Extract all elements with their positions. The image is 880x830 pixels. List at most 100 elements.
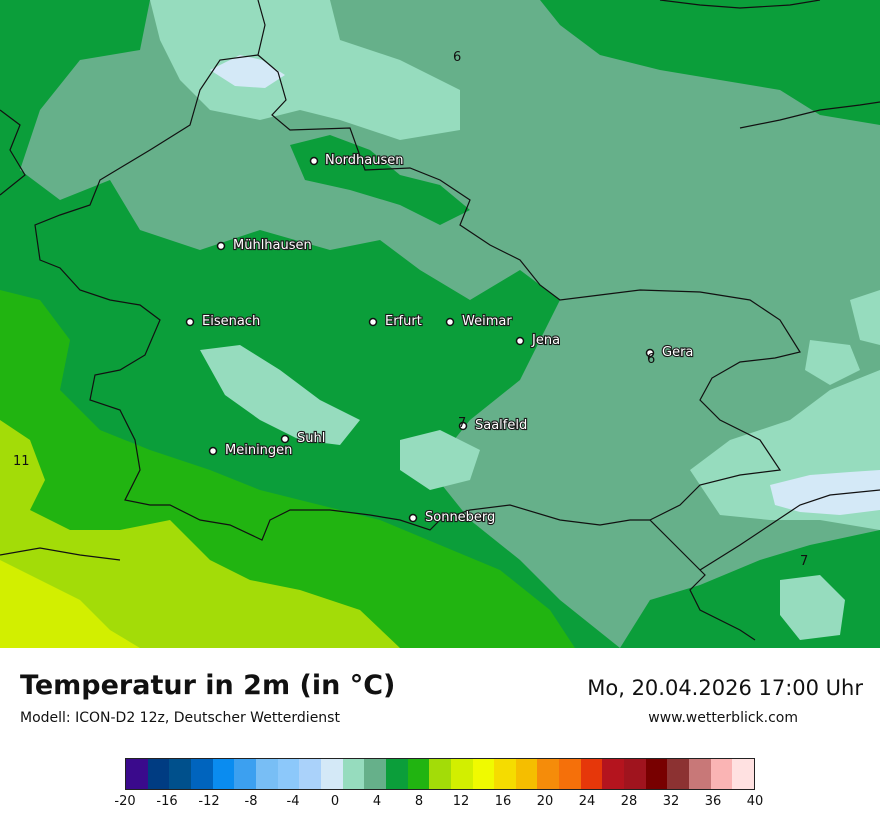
info-panel: Temperatur in 2m (in °C) Modell: ICON-D2… — [0, 648, 880, 830]
color-scale-cell — [515, 759, 538, 789]
city-dot-erfurt — [368, 317, 378, 327]
city-dot-eisenach — [185, 317, 195, 327]
isoline-label: 6 — [647, 352, 655, 367]
temperature-field-6-8-nordhausen — [290, 135, 470, 225]
temperature-field-0-2-harz — [210, 55, 285, 88]
city-label-gera: Gera — [662, 345, 693, 360]
temperature-field-6-8-northeast — [540, 0, 880, 125]
color-scale-cell — [407, 759, 430, 789]
isoline-label: 11 — [13, 454, 30, 469]
color-scale-tick: -12 — [198, 794, 220, 809]
federal-border — [0, 109, 26, 196]
temperature-field-10-12 — [0, 420, 400, 648]
color-scale — [125, 758, 755, 790]
color-scale-cell — [494, 759, 516, 789]
city-dot-saalfeld — [458, 421, 468, 431]
color-scale-tick: 12 — [452, 794, 470, 809]
city-label-saalfeld: Saalfeld — [475, 418, 527, 433]
color-scale-cell — [255, 759, 278, 789]
color-scale-tick: 36 — [704, 794, 722, 809]
forecast-datetime: Mo, 20.04.2026 17:00 Uhr — [587, 676, 863, 700]
temperature-field-2-4-gera — [805, 340, 860, 385]
color-scale-cell — [537, 759, 560, 789]
website-label: www.wetterblick.com — [648, 710, 798, 726]
color-scale-tick: 24 — [578, 794, 596, 809]
color-scale-tick: 32 — [662, 794, 680, 809]
isoline-label: 6 — [453, 50, 461, 65]
color-scale-tick: 28 — [620, 794, 638, 809]
color-scale-cell — [212, 759, 235, 789]
color-scale-cell — [667, 759, 690, 789]
color-scale-cell — [147, 759, 170, 789]
color-scale-tick: -8 — [244, 794, 258, 809]
color-scale-tick: 4 — [372, 794, 382, 809]
color-scale-cell — [169, 759, 191, 789]
federal-border-southeast — [699, 489, 880, 571]
city-markers: Nordhausen Mühlhausen Eisenach Erfurt We… — [185, 152, 694, 526]
isoline-label: 7 — [458, 416, 466, 431]
city-dot-sonneberg — [408, 513, 418, 523]
temperature-map: Nordhausen Mühlhausen Eisenach Erfurt We… — [0, 0, 880, 648]
city-label-weimar: Weimar — [462, 314, 512, 329]
color-scale-tick: -20 — [114, 794, 136, 809]
color-scale-cell — [559, 759, 581, 789]
city-label-nordhausen: Nordhausen — [325, 153, 404, 168]
city-label-suhl: Suhl — [297, 431, 325, 446]
city-label-eisenach: Eisenach — [202, 314, 260, 329]
model-info: Modell: ICON-D2 12z, Deutscher Wetterdie… — [20, 710, 340, 726]
color-scale-tick: 8 — [414, 794, 424, 809]
color-scale-cell — [342, 759, 365, 789]
color-scale-cell — [580, 759, 603, 789]
color-scale-cell — [234, 759, 256, 789]
color-scale-cell — [645, 759, 668, 789]
city-dot-suhl — [280, 434, 290, 444]
color-scale-cell — [602, 759, 625, 789]
city-dot-gera — [645, 348, 655, 358]
color-scale-cell — [472, 759, 495, 789]
color-scale-tick: 20 — [536, 794, 554, 809]
temperature-field-2-4-saalfeld — [400, 430, 480, 490]
federal-border-south — [0, 547, 121, 561]
city-dot-nordhausen — [309, 156, 319, 166]
color-scale-tick: 16 — [494, 794, 512, 809]
city-dot-weimar — [445, 317, 455, 327]
city-label-jena: Jena — [531, 333, 560, 348]
city-label-muehlhausen: Mühlhausen — [233, 238, 312, 253]
color-scale-tick: 40 — [746, 794, 764, 809]
federal-border-northeast — [739, 101, 880, 129]
color-scale-cell — [364, 759, 386, 789]
color-scale-cell — [126, 759, 148, 789]
city-label-erfurt: Erfurt — [385, 314, 422, 329]
isoline-labels: 6 6 7 7 11 — [13, 50, 808, 569]
color-scale-cell — [277, 759, 300, 789]
city-dot-meiningen — [208, 446, 218, 456]
color-scale-cell — [624, 759, 646, 789]
color-scale-cell — [429, 759, 451, 789]
color-scale-cell — [710, 759, 733, 789]
color-scale-cell — [299, 759, 321, 789]
state-border-west — [34, 54, 650, 541]
temperature-field-2-4-northeast — [850, 290, 880, 345]
color-scale-cell — [320, 759, 343, 789]
color-scale-tick: -4 — [286, 794, 300, 809]
color-scale-ticks: -20 -16 -12 -8 -4 0 4 8 12 16 20 24 28 32 36 40 — [114, 794, 763, 812]
color-scale-cell — [450, 759, 473, 789]
color-scale-cell — [190, 759, 213, 789]
color-scale-cell — [689, 759, 711, 789]
city-label-sonneberg: Sonneberg — [425, 510, 495, 525]
color-scale-cell — [385, 759, 408, 789]
temperature-field-2-4-southeast — [780, 575, 845, 640]
city-label-meiningen: Meiningen — [225, 443, 292, 458]
temperature-field-12-14 — [0, 560, 140, 648]
color-scale-tick: 0 — [330, 794, 340, 809]
temperature-field-2-4-harz — [150, 0, 460, 140]
color-scale-tick: -16 — [156, 794, 178, 809]
color-scale-cell — [732, 759, 755, 789]
isoline-label: 7 — [800, 554, 808, 569]
state-border — [257, 0, 801, 641]
temperature-field-2-4-suhl — [200, 345, 360, 445]
federal-border-east — [659, 0, 821, 9]
city-dot-jena — [515, 336, 525, 346]
temperature-field-0-2-east — [770, 470, 880, 515]
map-title: Temperatur in 2m (in °C) — [20, 670, 396, 701]
